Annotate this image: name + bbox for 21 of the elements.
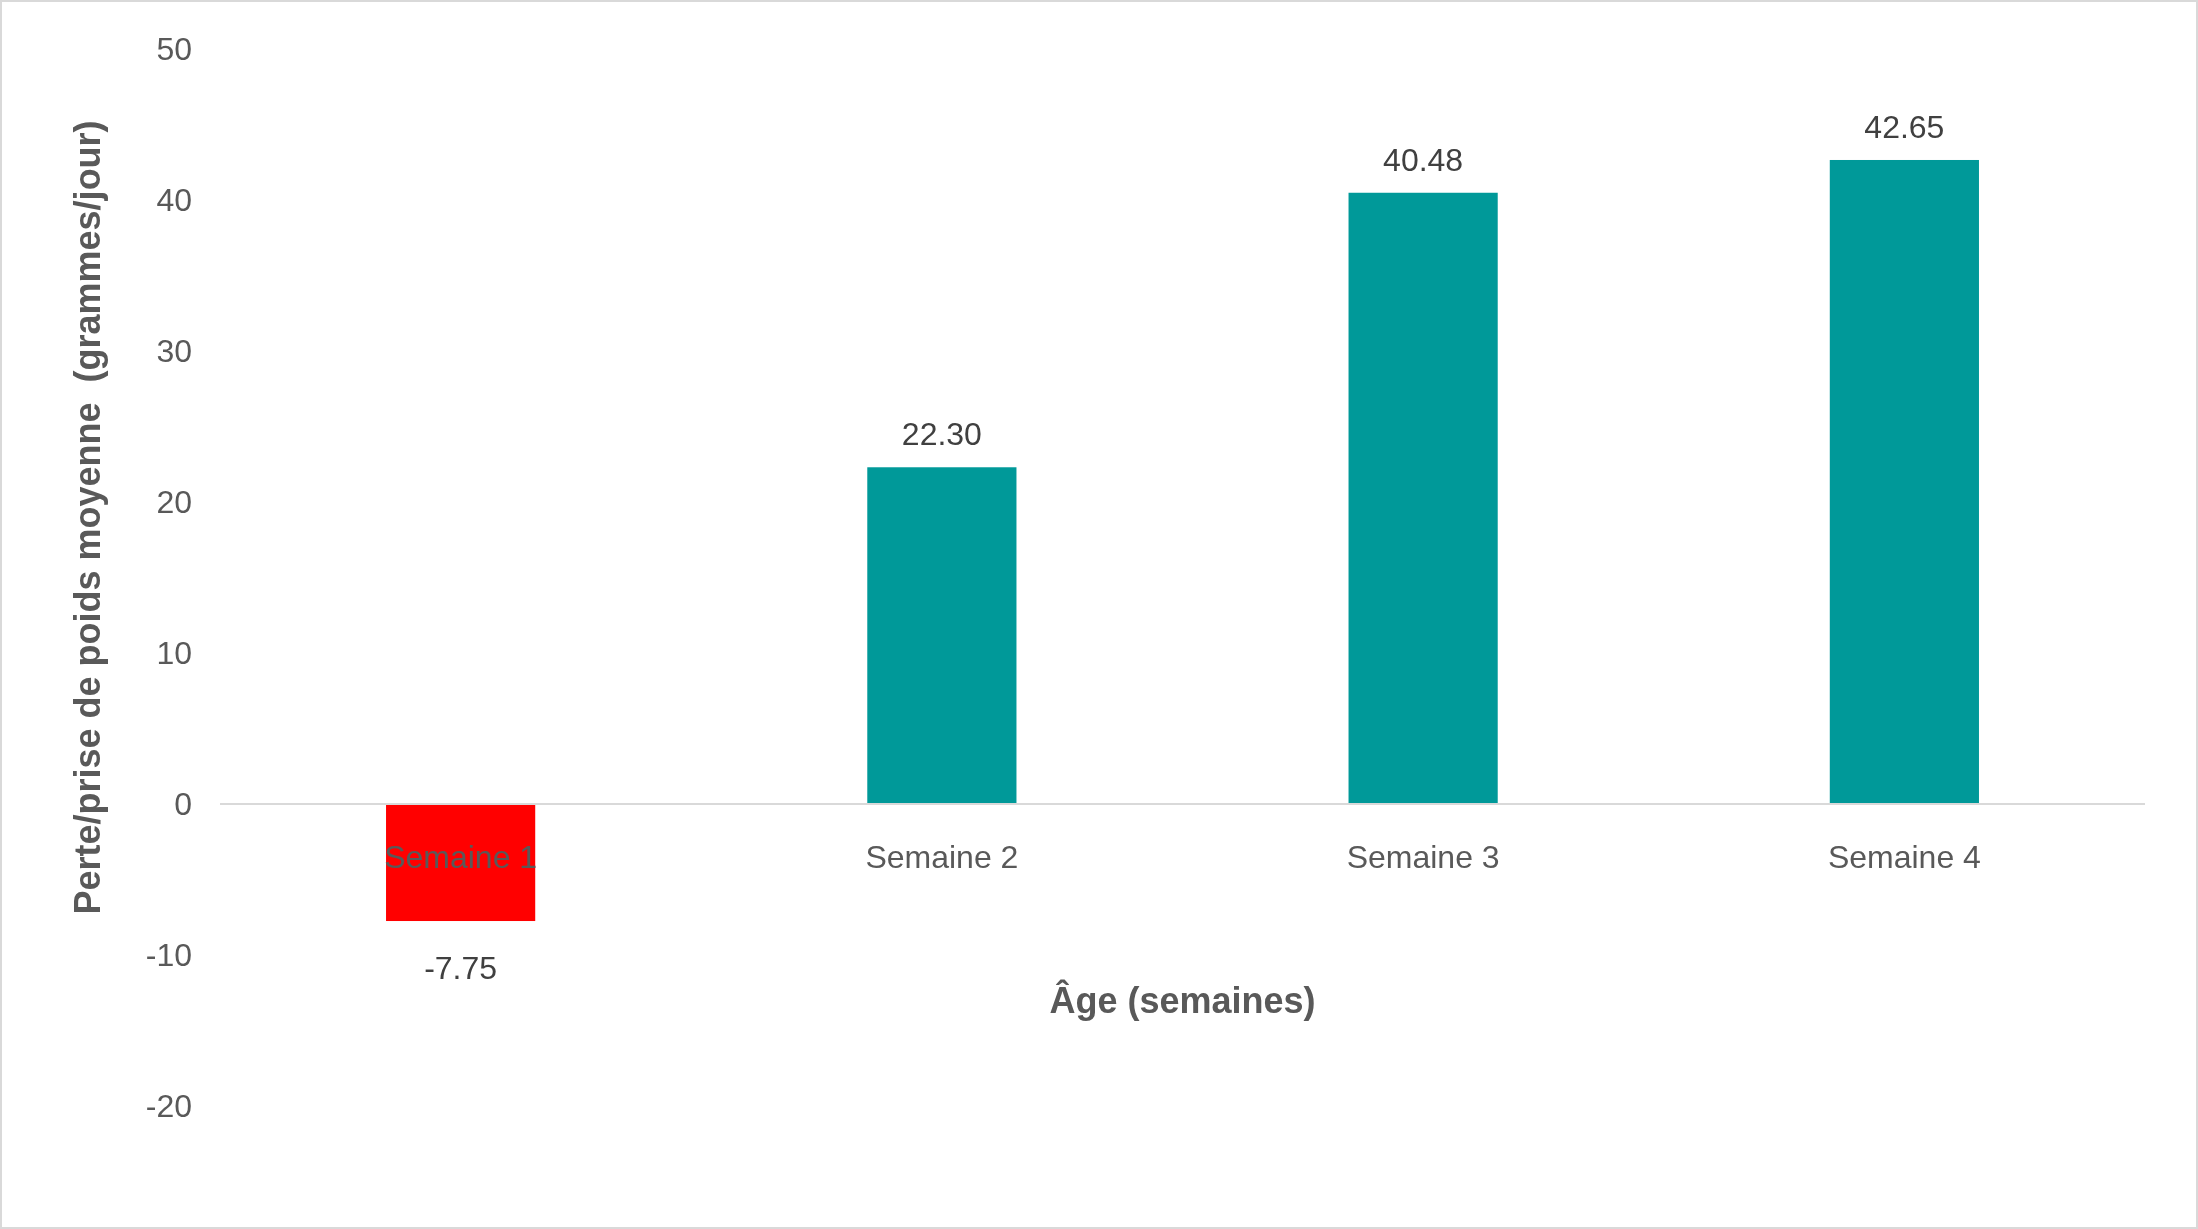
data-label: 42.65 xyxy=(1864,108,1945,145)
x-tick-label: Semaine 4 xyxy=(1827,839,1981,875)
data-label: 40.48 xyxy=(1383,141,1464,178)
y-tick-label: 40 xyxy=(156,181,192,218)
bar xyxy=(1348,192,1498,804)
y-tick-label: 30 xyxy=(156,332,192,369)
y-tick-label: -20 xyxy=(145,1087,192,1124)
data-label: 22.30 xyxy=(901,416,982,453)
bar xyxy=(867,467,1017,804)
y-axis-title: Perte/prise de poids moyenne (grammes/jour) xyxy=(67,120,108,915)
y-tick-label: -10 xyxy=(145,936,192,973)
x-axis-title: Âge (semaines) xyxy=(1049,979,1316,1021)
y-tick-label: 20 xyxy=(156,483,192,520)
bar xyxy=(386,804,536,922)
y-tick-label: 10 xyxy=(156,634,192,671)
bar xyxy=(1829,159,1979,804)
y-tick-label: 0 xyxy=(174,785,192,822)
x-tick-label: Semaine 3 xyxy=(1346,839,1500,875)
data-label: -7.75 xyxy=(424,950,498,987)
x-tick-label: Semaine 2 xyxy=(865,839,1019,875)
y-tick-label: 50 xyxy=(156,30,192,67)
